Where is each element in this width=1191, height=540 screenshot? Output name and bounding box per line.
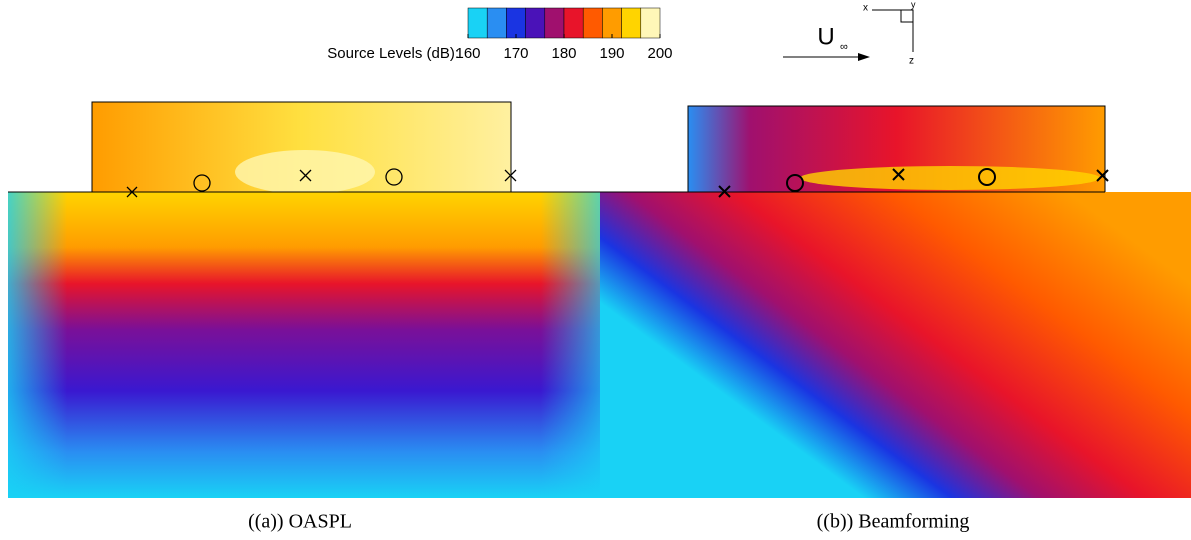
colorbar-segment [563,7,584,39]
colorbar-tick-label: 200 [647,45,672,62]
caption: ((a)) OASPL [248,511,352,533]
caption: ((b)) Beamforming [817,511,970,533]
velocity-subscript: ∞ [840,41,848,53]
colorbar-segment [582,7,603,39]
colorbar-segment [467,7,488,39]
axis-label: z [909,56,914,67]
panel-a: ((a)) OASPL [8,101,600,533]
axis-corner [900,9,914,23]
arrow-head [858,53,870,61]
axis-label: y [911,0,916,9]
wake-field [600,192,1191,498]
axis-label: x [863,3,868,14]
colorbar: 160 170 180 190 200 [455,7,673,62]
colorbar-segment [525,7,546,39]
colorbar-tick-label: 180 [551,45,576,62]
colorbar-label: Source Levels (dB): [327,45,459,62]
colorbar-tick-label: 170 [503,45,528,62]
wake-edge [8,192,600,498]
hot-spot [235,150,375,194]
colorbar-tick-label: 160 [455,45,480,62]
colorbar-segment [544,7,565,39]
markers [718,168,1109,198]
colorbar-segment [486,7,507,39]
colorbar-tick-label: 190 [599,45,624,62]
hot-band [800,166,1100,190]
colorbar-segment [640,7,661,39]
panel-b: ((b)) Beamforming [600,105,1191,533]
markers [126,168,517,198]
colorbar-segment [506,7,526,39]
flow-indicator: U ∞ x y z [783,0,916,67]
velocity-label: U [817,23,834,50]
colorbar-segment [602,7,622,39]
colorbar-segment [621,7,642,39]
